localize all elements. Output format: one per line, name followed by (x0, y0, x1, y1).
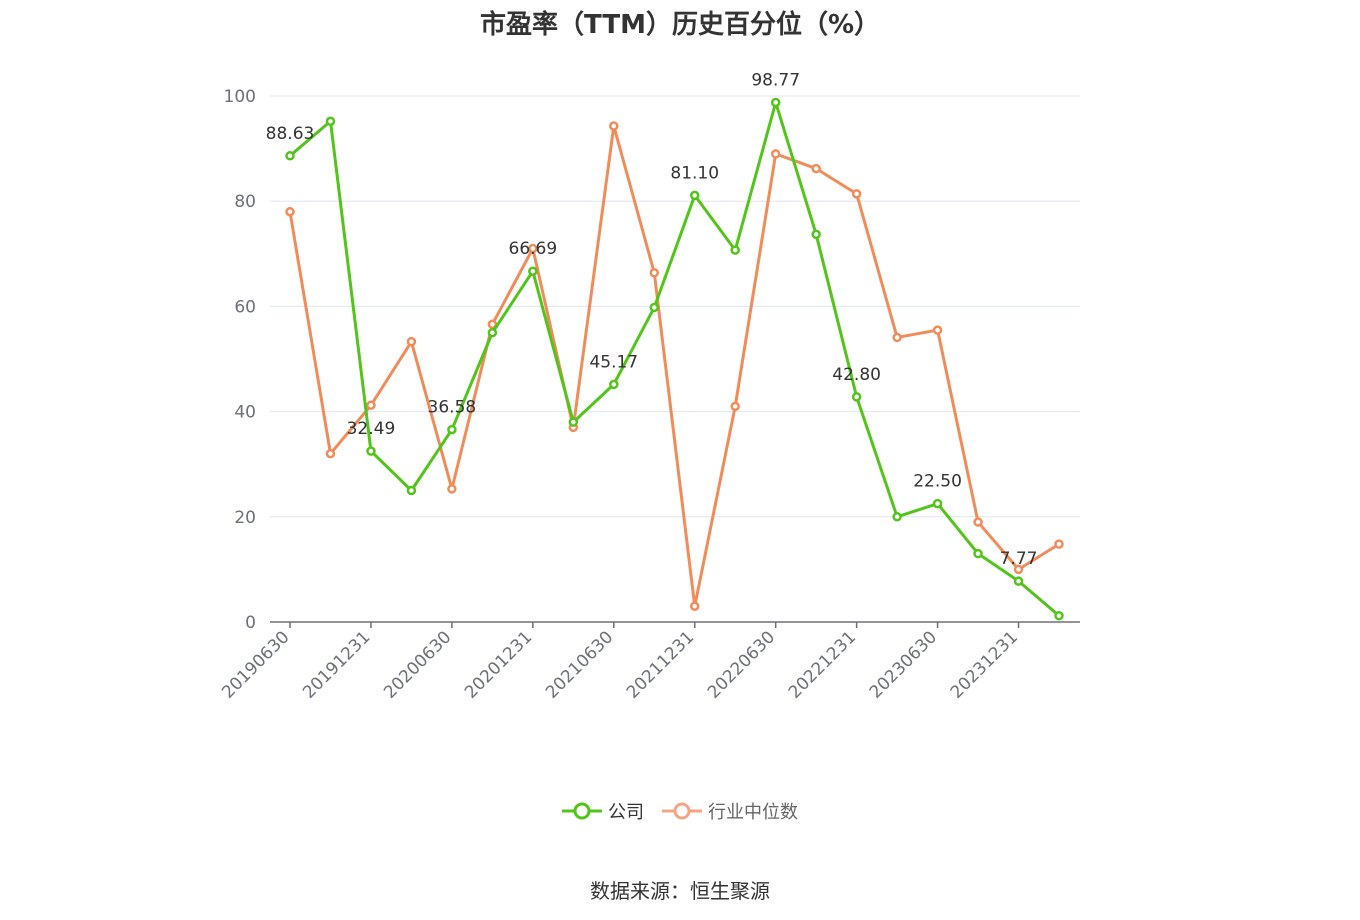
data-point-industry-median (447, 484, 457, 494)
legend-label-company: 公司 (608, 802, 644, 823)
x-tick-label: 20201231 (461, 627, 536, 702)
data-point-company (932, 498, 943, 509)
data-label: 7.77 (1000, 549, 1038, 569)
x-tick-label: 20230630 (866, 627, 941, 702)
data-point-company (892, 512, 902, 522)
data-point-industry-median (487, 319, 498, 330)
data-point-company (1054, 610, 1064, 621)
data-point-industry-median (689, 601, 700, 611)
data-point-industry-median (811, 163, 821, 174)
data-label: 66.69 (509, 239, 558, 259)
data-label: 88.63 (266, 124, 315, 144)
legend-swatch-company (562, 802, 602, 820)
data-point-industry-median (528, 243, 538, 254)
legend-item-industry-median[interactable]: 行业中位数 (662, 798, 798, 824)
data-label: 22.50 (913, 472, 962, 492)
x-tick-label: 20211231 (623, 627, 698, 702)
series-layer (285, 97, 1064, 621)
chart-title: 市盈率（TTM）历史百分位（%） (480, 10, 880, 40)
data-point-company (285, 151, 295, 161)
y-tick-label: 40 (234, 403, 256, 423)
data-labels: 88.63 32.49 36.58 66.69 45.17 81.10 98.77 42.80… (266, 70, 1038, 569)
data-point-company (811, 229, 821, 240)
y-tick-label: 0 (245, 613, 256, 633)
series-line-industry-median (288, 124, 1060, 608)
y-tick-label: 60 (234, 297, 256, 317)
legend: 公司 行业中位数 (0, 798, 1360, 824)
x-tick-label: 20231231 (947, 627, 1022, 702)
data-point-company (447, 424, 457, 435)
data-label: 45.17 (589, 352, 638, 372)
grid-lines (270, 95, 1080, 518)
x-tick-label: 20191231 (299, 627, 374, 702)
data-point-company (1013, 576, 1024, 586)
data-point-company (851, 392, 862, 402)
data-point-industry-median (366, 400, 376, 411)
data-point-company (487, 327, 498, 338)
data-point-industry-median (406, 336, 417, 347)
data-point-industry-median (770, 149, 781, 159)
y-tick-label: 80 (234, 192, 256, 212)
data-label: 98.77 (751, 70, 800, 90)
data-point-industry-median (730, 401, 740, 412)
data-point-industry-median (851, 189, 862, 199)
data-point-industry-median (649, 267, 660, 278)
data-source: 数据来源：恒生聚源 (590, 879, 770, 903)
data-point-industry-median (285, 206, 295, 217)
legend-item-company[interactable]: 公司 (562, 798, 644, 824)
data-label: 81.10 (670, 163, 719, 183)
x-tick-label: 20221231 (785, 627, 860, 702)
data-point-company (770, 97, 781, 108)
data-point-industry-median (325, 448, 336, 459)
data-point-company (568, 417, 579, 427)
data-label: 36.58 (428, 398, 477, 418)
y-axis: 0 20 40 60 80 100 (224, 87, 256, 633)
x-axis: 20190630 20191231 20200630 20201231 20210630… (218, 621, 1080, 703)
data-label: 42.80 (832, 365, 881, 385)
data-point-industry-median (892, 332, 902, 343)
legend-label-industry-median: 行业中位数 (708, 802, 798, 823)
data-point-company (325, 116, 336, 126)
x-tick-label: 20190630 (218, 627, 293, 702)
data-point-industry-median (1013, 564, 1024, 575)
data-point-company (730, 245, 740, 255)
data-point-industry-median (973, 517, 983, 527)
y-tick-label: 20 (234, 508, 256, 528)
data-point-company (609, 379, 619, 390)
data-label: 32.49 (347, 419, 396, 439)
data-point-company (528, 266, 538, 276)
data-point-industry-median (609, 121, 619, 131)
data-point-company (406, 485, 417, 496)
data-point-company (366, 446, 376, 456)
data-point-company (689, 190, 700, 201)
x-tick-label: 20220630 (704, 627, 779, 702)
data-point-industry-median (932, 325, 943, 335)
series-line-company (289, 100, 1060, 617)
x-tick-label: 20210630 (542, 627, 617, 702)
data-point-company (973, 548, 983, 559)
y-tick-label: 100 (224, 87, 256, 107)
data-point-company (649, 302, 660, 313)
legend-swatch-industry-median (662, 802, 702, 820)
data-point-industry-median (1054, 539, 1064, 549)
x-tick-label: 20200630 (380, 627, 455, 702)
